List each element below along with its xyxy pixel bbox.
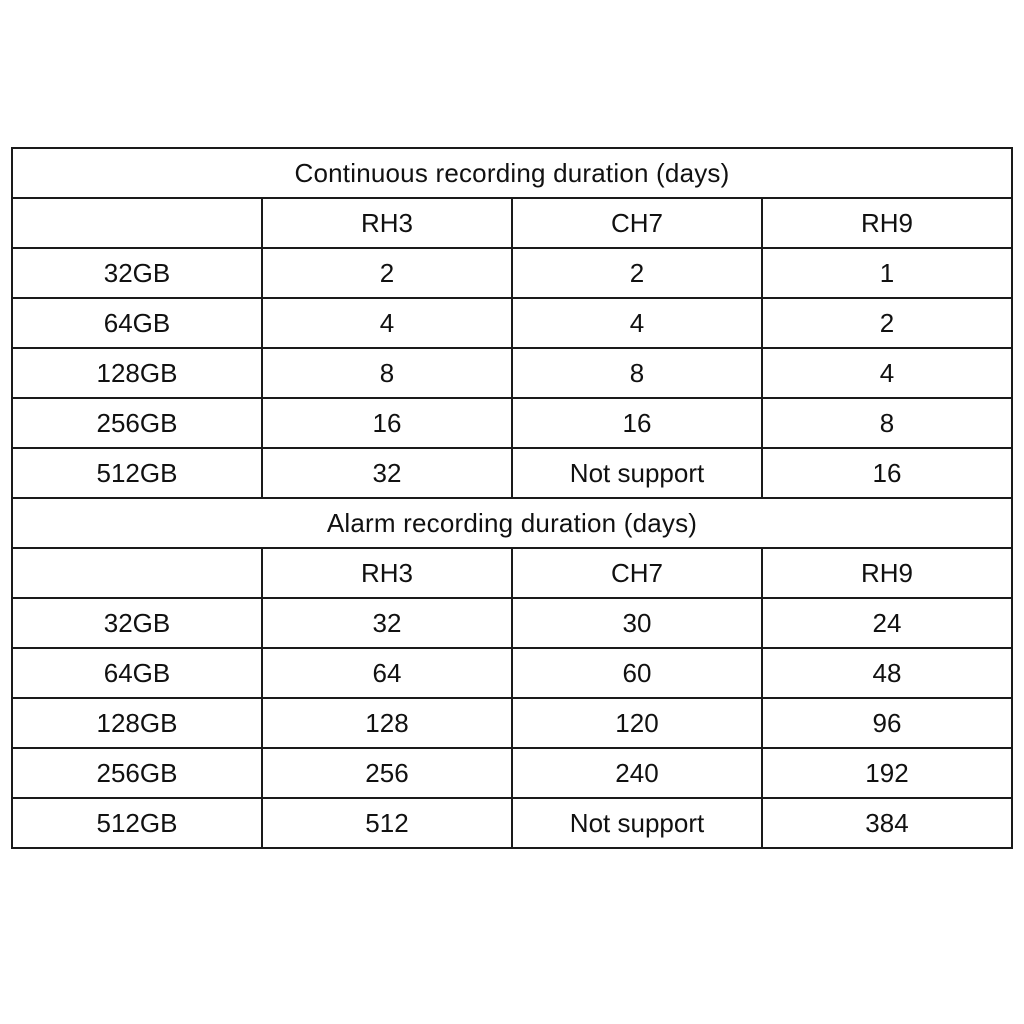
column-header-ch7: CH7 [511,197,763,249]
column-header-rh9: RH9 [761,197,1013,249]
cell-ch7: 30 [511,597,763,649]
column-header-ch7: CH7 [511,547,763,599]
row-label: 64GB [11,647,263,699]
cell-rh3: 128 [261,697,513,749]
cell-rh9: 192 [761,747,1013,799]
row-label: 32GB [11,597,263,649]
cell-rh3: 32 [261,447,513,499]
cell-rh9: 1 [761,247,1013,299]
row-label: 128GB [11,347,263,399]
cell-ch7: 4 [511,297,763,349]
cell-rh9: 384 [761,797,1013,849]
table-row: 128GB 8 8 4 [11,347,1013,399]
column-header-rh9: RH9 [761,547,1013,599]
cell-rh3: 4 [261,297,513,349]
column-header-row: RH3 CH7 RH9 [11,197,1013,249]
row-label: 256GB [11,747,263,799]
cell-rh3: 8 [261,347,513,399]
table-row: 256GB 16 16 8 [11,397,1013,449]
cell-rh9: 96 [761,697,1013,749]
cell-rh3: 64 [261,647,513,699]
section-title-continuous: Continuous recording duration (days) [11,147,1013,199]
section-title-alarm: Alarm recording duration (days) [11,497,1013,549]
table-row: 512GB 32 Not support 16 [11,447,1013,499]
section-header-row-alarm: Alarm recording duration (days) [11,497,1013,549]
table-row: 64GB 4 4 2 [11,297,1013,349]
cell-rh3: 32 [261,597,513,649]
row-label: 64GB [11,297,263,349]
cell-ch7: 120 [511,697,763,749]
table-row: 256GB 256 240 192 [11,747,1013,799]
cell-rh9: 4 [761,347,1013,399]
column-header-row: RH3 CH7 RH9 [11,547,1013,599]
cell-rh9: 16 [761,447,1013,499]
cell-rh3: 2 [261,247,513,299]
cell-ch7: Not support [511,447,763,499]
cell-rh9: 24 [761,597,1013,649]
row-label: 256GB [11,397,263,449]
row-label: 32GB [11,247,263,299]
row-label: 512GB [11,447,263,499]
table-row: 32GB 32 30 24 [11,597,1013,649]
cell-ch7: 2 [511,247,763,299]
row-label: 128GB [11,697,263,749]
corner-cell [11,547,263,599]
column-header-rh3: RH3 [261,547,513,599]
cell-rh9: 2 [761,297,1013,349]
cell-rh3: 512 [261,797,513,849]
row-label: 512GB [11,797,263,849]
table-row: 32GB 2 2 1 [11,247,1013,299]
cell-ch7: 8 [511,347,763,399]
cell-rh9: 48 [761,647,1013,699]
corner-cell [11,197,263,249]
recording-duration-table: Continuous recording duration (days) RH3… [11,147,1013,849]
table-row: 128GB 128 120 96 [11,697,1013,749]
cell-rh3: 16 [261,397,513,449]
section-header-row-continuous: Continuous recording duration (days) [11,147,1013,199]
cell-ch7: 60 [511,647,763,699]
cell-ch7: 16 [511,397,763,449]
cell-rh9: 8 [761,397,1013,449]
table-row: 64GB 64 60 48 [11,647,1013,699]
column-header-rh3: RH3 [261,197,513,249]
cell-ch7: 240 [511,747,763,799]
table-row: 512GB 512 Not support 384 [11,797,1013,849]
cell-ch7: Not support [511,797,763,849]
cell-rh3: 256 [261,747,513,799]
